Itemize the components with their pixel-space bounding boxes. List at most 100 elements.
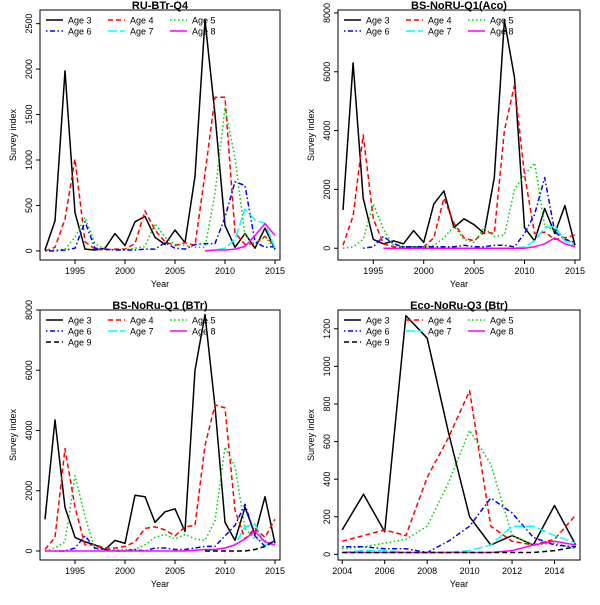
plot-frame: [39, 309, 281, 561]
series-line-age-7: [204, 523, 275, 552]
x-tick-label: 2010: [515, 266, 535, 276]
series-line-age-9: [205, 539, 276, 552]
series-line-age-3: [342, 19, 576, 246]
x-tick-label: 2015: [265, 266, 285, 276]
y-axis-label: Survey index: [8, 408, 18, 461]
series-line-age-3: [44, 19, 276, 251]
plot-frame: [39, 9, 281, 261]
legend-label: Age 6: [68, 327, 92, 337]
series-layer: [44, 313, 276, 552]
legend-label: Age 3: [366, 316, 390, 326]
plot-frame: [337, 9, 581, 261]
series-layer: [342, 19, 576, 249]
y-tick-label: 1000: [322, 356, 332, 376]
series-line-age-6: [45, 181, 276, 252]
x-axis-label: Year: [450, 579, 468, 589]
y-tick-label: 2000: [322, 179, 332, 199]
y-tick-label: 0: [322, 552, 332, 557]
legend-label: Age 4: [130, 316, 154, 326]
series-line-age-5: [44, 106, 276, 252]
x-tick-label: 2012: [502, 566, 522, 576]
series-line-age-6: [55, 503, 276, 552]
legend-label: Age 3: [68, 316, 92, 326]
series-line-age-6: [342, 497, 576, 554]
legend-label: Age 7: [130, 27, 154, 37]
series-layer: [341, 314, 577, 554]
legend-label: Age 8: [490, 27, 514, 37]
legend-label: Age 5: [490, 16, 514, 26]
y-tick-label: 6000: [322, 62, 332, 82]
y-axis-label: Survey index: [8, 108, 18, 161]
series-line-age-5: [342, 162, 576, 249]
series-line-age-4: [44, 404, 276, 550]
y-tick-label: 2000: [24, 59, 34, 79]
y-tick-label: 200: [322, 509, 332, 524]
series-line-age-8: [204, 222, 276, 252]
y-tick-label: 400: [322, 472, 332, 487]
legend-label: Age 7: [428, 327, 452, 337]
x-tick-label: 2015: [265, 566, 285, 576]
chart-title: Eco-NoRu-Q3 (Btr): [410, 300, 508, 312]
legend-label: Age 6: [366, 27, 390, 37]
series-layer: [44, 19, 276, 252]
y-tick-label: 6000: [24, 360, 34, 380]
y-tick-label: 500: [24, 198, 34, 213]
legend-label: Age 6: [68, 27, 92, 37]
y-tick-label: 2500: [24, 14, 34, 34]
x-tick-label: 2008: [417, 566, 437, 576]
series-line-age-3: [341, 314, 577, 546]
y-tick-label: 0: [24, 248, 34, 253]
panel-3: BS-NoRu-Q1 (BTr) 1995 2000 2005 2010 2015 0 200…: [8, 300, 285, 589]
x-tick-label: 1995: [65, 566, 85, 576]
x-tick-label: 1995: [65, 266, 85, 276]
x-tick-label: 2000: [414, 266, 434, 276]
series-line-age-6: [363, 176, 576, 249]
legend-label: Age 6: [366, 327, 390, 337]
chart-title: RU-BTr-Q4: [132, 0, 189, 12]
x-tick-label: 2005: [464, 266, 484, 276]
y-tick-label: 0: [322, 246, 332, 251]
series-line-age-8: [383, 237, 576, 249]
panel-1: RU-BTr-Q4 1995 2000 2005 2010 2015 0 500 1000 150…: [8, 0, 285, 289]
y-tick-label: 800: [322, 396, 332, 411]
x-axis-label: Year: [450, 279, 468, 289]
y-tick-label: 4000: [24, 420, 34, 440]
series-line-age-7: [204, 208, 276, 252]
x-tick-label: 2006: [375, 566, 395, 576]
legend-label: Age 9: [366, 338, 390, 348]
x-tick-label: 2000: [115, 566, 135, 576]
y-tick-label: 8000: [322, 3, 332, 23]
legend-label: Age 3: [366, 16, 390, 26]
y-tick-label: 0: [24, 548, 34, 553]
legend-label: Age 4: [428, 316, 452, 326]
series-line-age-4: [342, 390, 577, 546]
y-tick-label: 1200: [322, 319, 332, 339]
x-tick-label: 2005: [165, 566, 185, 576]
series-line-age-8: [45, 530, 276, 552]
legend-label: Age 9: [68, 338, 92, 348]
chart-title: BS-NoRU-Q1(Aco): [411, 0, 507, 12]
y-axis-label: Survey index: [306, 108, 316, 161]
y-tick-label: 1000: [24, 150, 34, 170]
x-tick-label: 2014: [545, 566, 565, 576]
series-line-age-4: [342, 84, 576, 248]
y-tick-label: 2000: [24, 481, 34, 501]
panel-2: BS-NoRU-Q1(Aco) 1995 2000 2005 2010 2015 0 2000…: [306, 0, 585, 289]
y-tick-label: 600: [322, 434, 332, 449]
series-line-age-3: [44, 313, 276, 551]
chart-title: BS-NoRu-Q1 (BTr): [112, 300, 208, 312]
x-axis-label: Year: [151, 279, 169, 289]
legend-label: Age 5: [192, 16, 216, 26]
legend-label: Age 4: [130, 16, 154, 26]
y-tick-label: 4000: [322, 121, 332, 141]
legend-label: Age 7: [130, 327, 154, 337]
legend-label: Age 5: [490, 316, 514, 326]
x-tick-label: 2004: [332, 566, 352, 576]
y-tick-label: 1500: [24, 105, 34, 125]
legend-label: Age 3: [68, 16, 92, 26]
legend-label: Age 8: [192, 27, 216, 37]
x-tick-label: 2010: [460, 566, 480, 576]
series-line-age-9: [342, 546, 576, 554]
x-tick-label: 2015: [565, 266, 585, 276]
